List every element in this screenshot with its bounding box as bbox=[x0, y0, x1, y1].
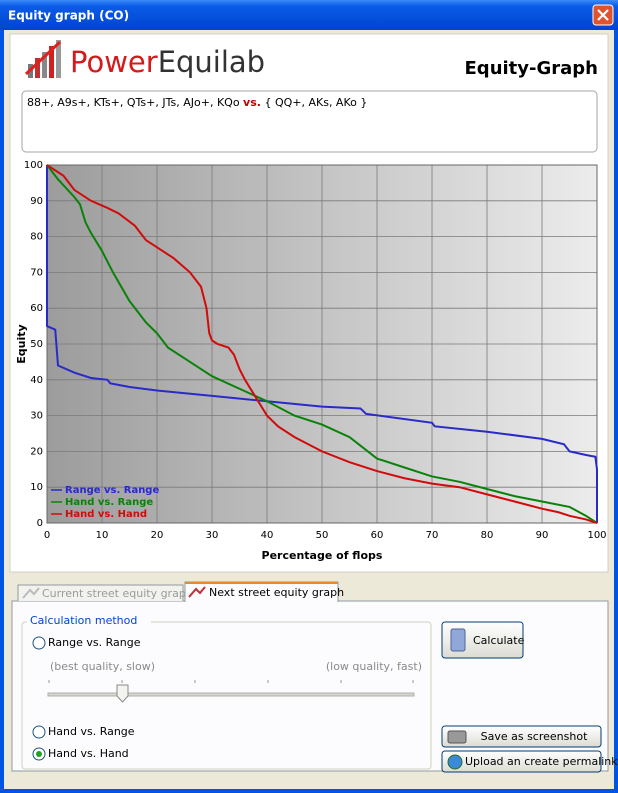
logo: PowerEquilab bbox=[70, 45, 265, 79]
screenshot-button[interactable]: Save as screenshot bbox=[441, 725, 602, 748]
tab[interactable]: Next street equity graph bbox=[184, 581, 344, 602]
radio[interactable]: Hand vs. Range bbox=[32, 725, 135, 739]
x-tick-label: 80 bbox=[481, 530, 494, 541]
y-axis-label: Equity bbox=[15, 324, 28, 363]
button-label: Calculate bbox=[473, 634, 525, 647]
button-label: Save as screenshot bbox=[481, 730, 588, 743]
x-tick-label: 10 bbox=[96, 530, 109, 541]
close-button[interactable] bbox=[592, 4, 614, 26]
calculate-button[interactable]: Calculate bbox=[441, 621, 525, 659]
range-box bbox=[21, 90, 598, 153]
radio-label: Hand vs. Range bbox=[48, 725, 135, 738]
y-tick-label: 80 bbox=[30, 232, 43, 243]
y-tick-label: 100 bbox=[24, 160, 43, 171]
x-tick-label: 60 bbox=[371, 530, 384, 541]
series-line bbox=[46, 164, 598, 524]
tab[interactable]: Current street equity graph bbox=[17, 584, 193, 601]
legend-label: Hand vs. Hand bbox=[65, 509, 147, 520]
y-tick-label: 40 bbox=[30, 375, 43, 386]
y-tick-label: 60 bbox=[30, 303, 43, 314]
range-text: 88+, A9s+, KTs+, QTs+, JTs, AJo+, KQo vs… bbox=[27, 96, 367, 109]
x-tick-label: 40 bbox=[261, 530, 274, 541]
tab-label: Next street equity graph bbox=[209, 586, 344, 599]
window-title: Equity graph (CO) bbox=[8, 9, 129, 23]
vs: vs. bbox=[243, 96, 261, 109]
villain-range: { QQ+, AKs, AKo } bbox=[264, 96, 367, 109]
logo-part: Equilab bbox=[158, 45, 265, 79]
x-tick-label: 0 bbox=[44, 530, 50, 541]
group-title: Calculation method bbox=[30, 614, 137, 627]
radio[interactable]: Hand vs. Hand bbox=[32, 747, 129, 761]
radio[interactable]: Range vs. Range bbox=[32, 636, 141, 650]
group-box bbox=[21, 621, 432, 770]
y-tick-label: 70 bbox=[30, 267, 43, 278]
slider-label: (low quality, fast) bbox=[326, 660, 422, 673]
radio-label: Hand vs. Hand bbox=[48, 747, 129, 760]
x-tick-label: 50 bbox=[316, 530, 329, 541]
legend-label: Hand vs. Range bbox=[65, 497, 153, 508]
group-title-bg bbox=[27, 614, 151, 628]
y-tick-label: 90 bbox=[30, 196, 43, 207]
x-tick-label: 30 bbox=[206, 530, 219, 541]
x-tick-label: 90 bbox=[536, 530, 549, 541]
title-bar bbox=[0, 0, 618, 30]
x-tick-label: 100 bbox=[587, 530, 606, 541]
y-tick-label: 0 bbox=[37, 518, 43, 529]
x-axis-label: Percentage of flops bbox=[262, 549, 383, 562]
radio-label: Range vs. Range bbox=[48, 636, 141, 649]
slider[interactable] bbox=[47, 680, 415, 703]
logo-icon bbox=[24, 40, 62, 78]
permalink-button[interactable]: Upload an create permalink bbox=[441, 750, 618, 773]
series-line bbox=[46, 165, 598, 523]
y-tick-label: 50 bbox=[30, 339, 43, 350]
y-tick-label: 30 bbox=[30, 411, 43, 422]
hero-range: 88+, A9s+, KTs+, QTs+, JTs, AJo+, KQo bbox=[27, 96, 240, 109]
tab-label: Current street equity graph bbox=[42, 587, 193, 600]
plot-border bbox=[46, 164, 598, 524]
heading: Equity-Graph bbox=[465, 58, 598, 79]
legend-label: Range vs. Range bbox=[65, 485, 159, 496]
y-tick-label: 20 bbox=[30, 446, 43, 457]
slider-label: (best quality, slow) bbox=[50, 660, 155, 673]
button-label: Upload an create permalink bbox=[465, 755, 618, 768]
series-line bbox=[46, 164, 598, 524]
logo-part: Power bbox=[70, 45, 158, 79]
chart: 0 10 20 30 40 50 60 70 80 90 100 0 10 20 30 40 50 60 70 80 9… bbox=[24, 160, 607, 541]
x-tick-label: 20 bbox=[151, 530, 164, 541]
x-tick-label: 70 bbox=[426, 530, 439, 541]
y-tick-label: 10 bbox=[30, 482, 43, 493]
